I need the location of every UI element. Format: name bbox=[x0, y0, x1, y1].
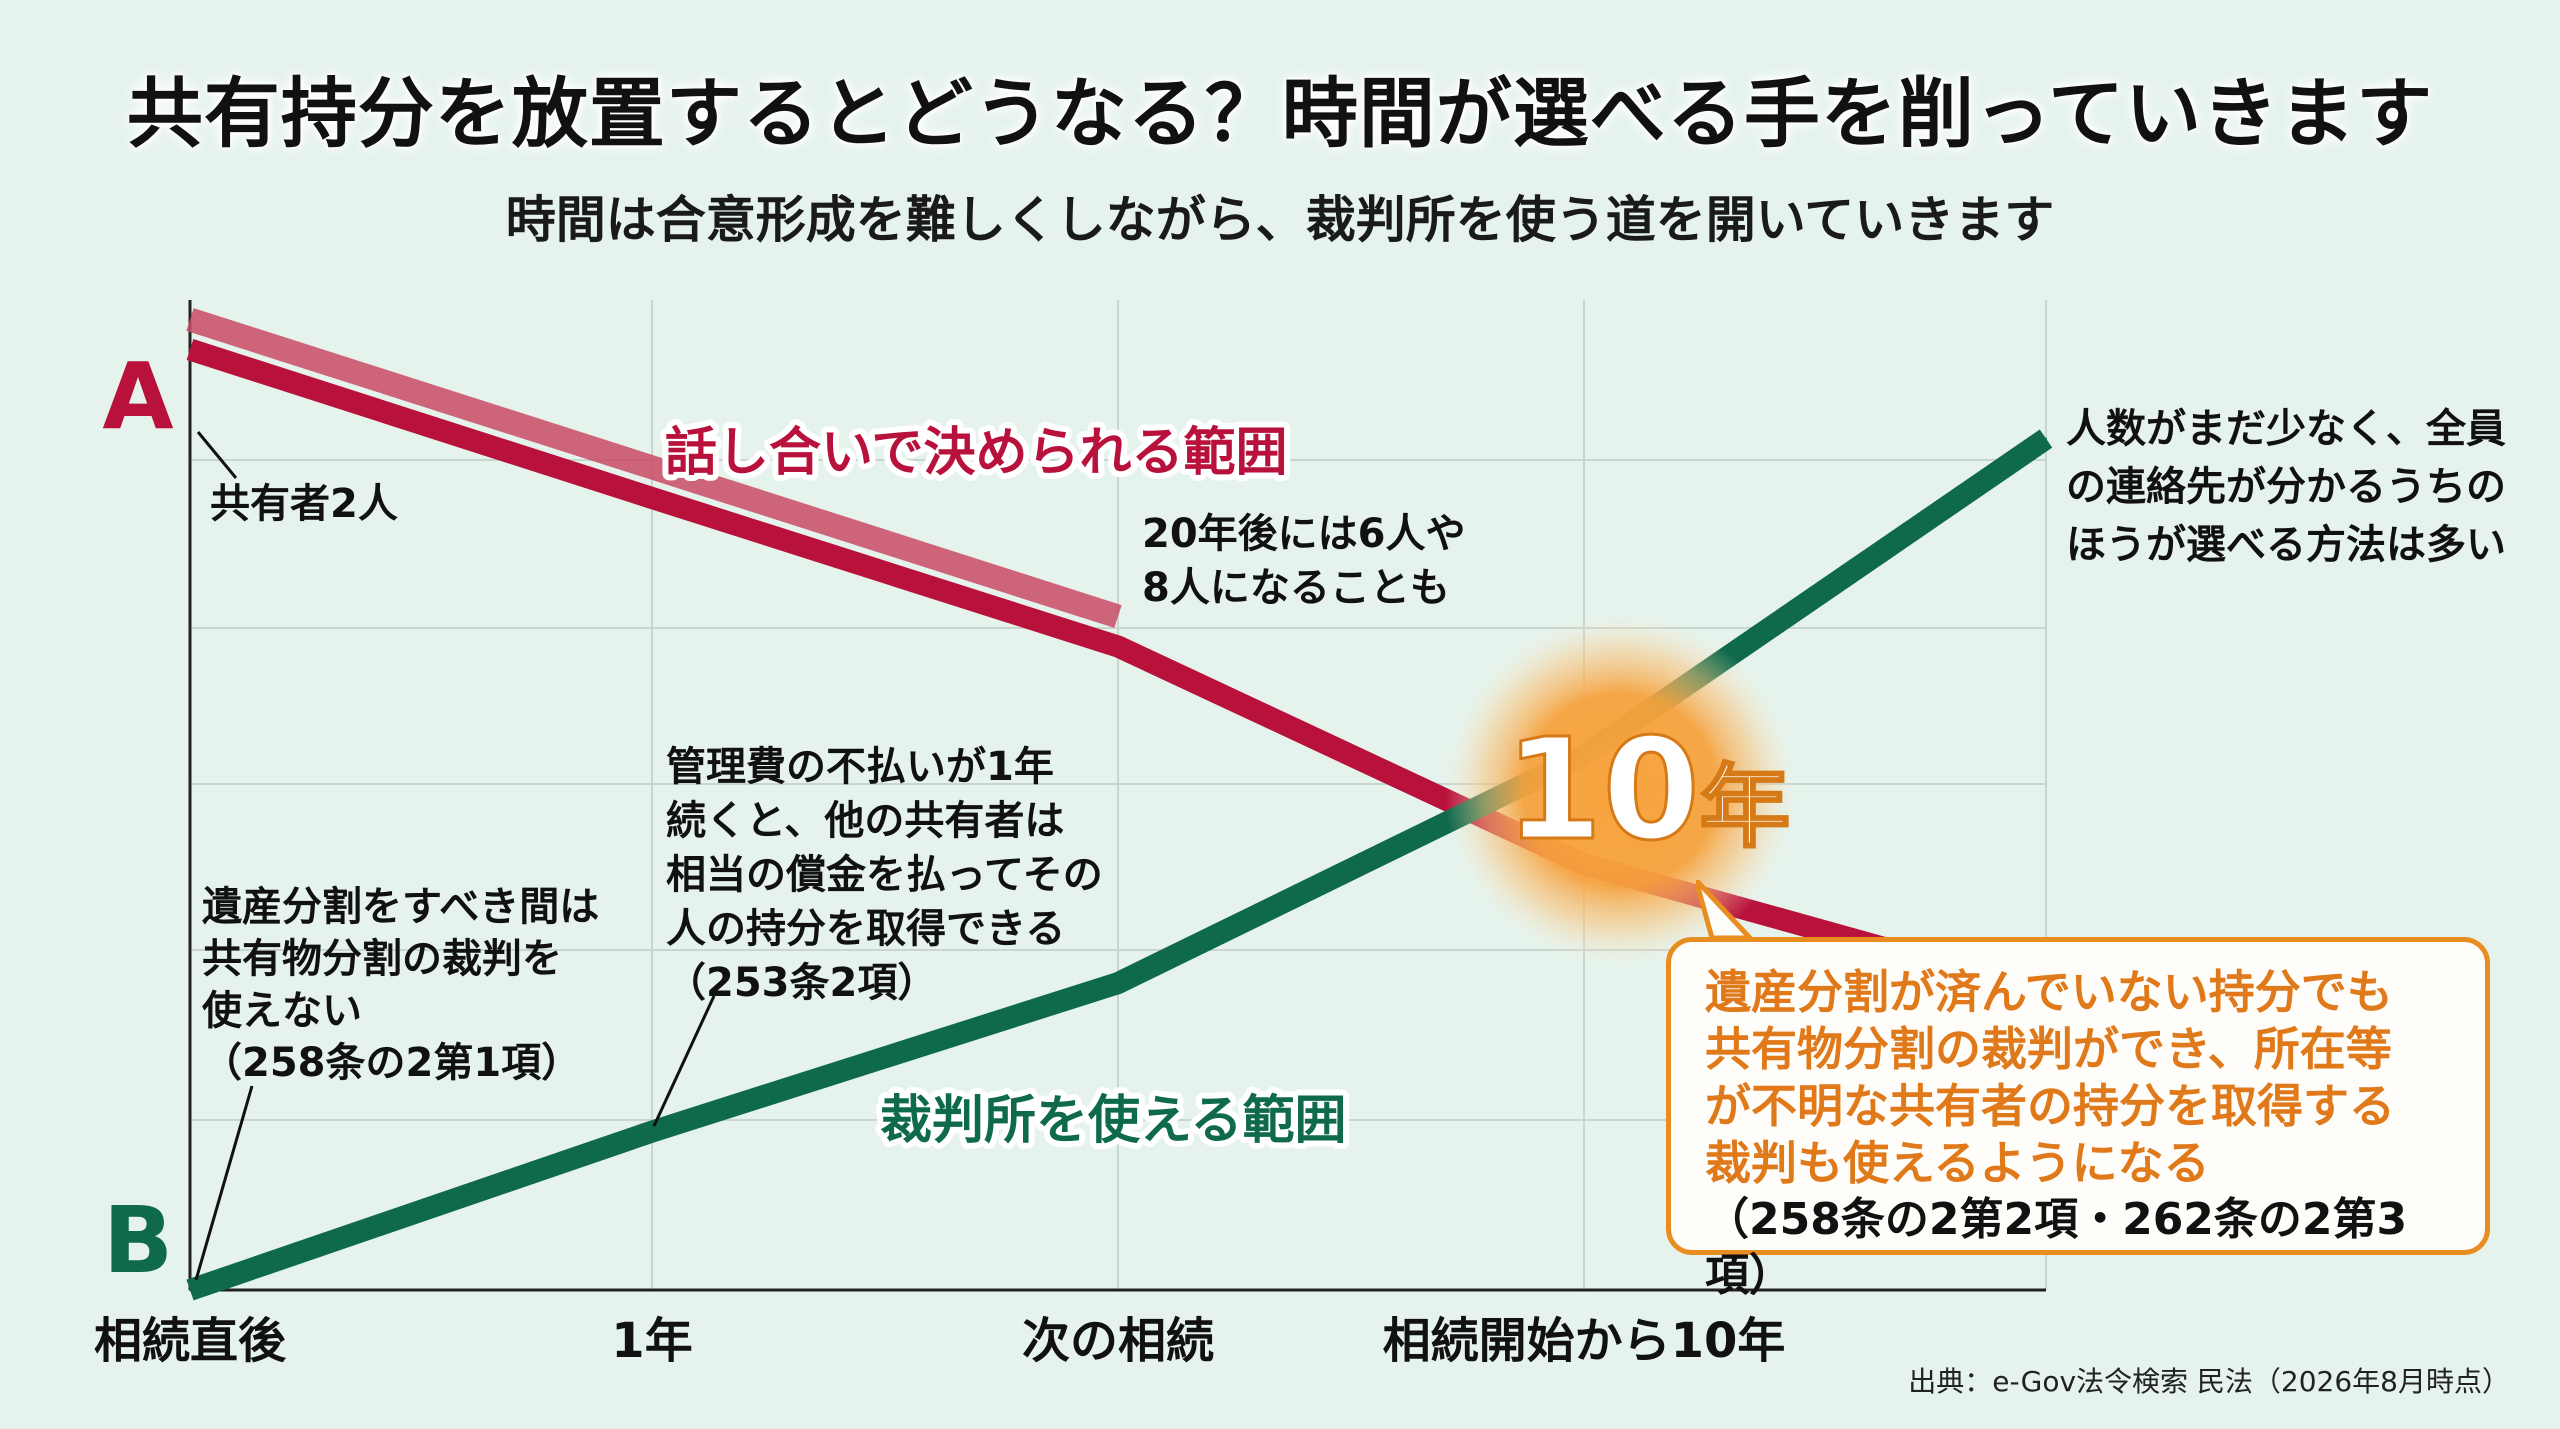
series-b-point bbox=[1117, 982, 1119, 985]
callout-line: 裁判も使えるようになる bbox=[1705, 1136, 2210, 1190]
x-tick-label: 相続直後 bbox=[94, 1313, 287, 1369]
x-tick-label: 1年 bbox=[611, 1313, 692, 1369]
annotation-b-mid: 管理費の不払いが1年 bbox=[666, 744, 1054, 790]
series-a-label-outline: 話し合いで決められる範囲 bbox=[665, 423, 1287, 483]
a-start-leader bbox=[196, 431, 238, 479]
annotation-b-start: 使えない bbox=[202, 988, 362, 1034]
series-a-label: 話し合いで決められる範囲 bbox=[665, 423, 1287, 483]
b-start-leader bbox=[194, 1085, 254, 1281]
annotation-a-start: 共有者2人 bbox=[210, 481, 398, 527]
b-mid-leader bbox=[652, 995, 716, 1127]
series-a-band bbox=[186, 308, 1122, 628]
series-b-label: 裁判所を使える範囲 bbox=[880, 1091, 1346, 1151]
series-a-name: A bbox=[102, 343, 173, 450]
annotation-b-mid: （253条2項） bbox=[666, 960, 937, 1006]
series-b-label-outline: 裁判所を使える範囲 bbox=[880, 1091, 1346, 1151]
series-a-point bbox=[1117, 645, 1119, 648]
x-tick-label: 次の相続 bbox=[1022, 1313, 1214, 1369]
series-a-point bbox=[189, 348, 191, 351]
page-title: 共有持分を放置するとどうなる？時間が選べる手を削っていきます bbox=[126, 69, 2434, 158]
highlight-glow bbox=[1445, 615, 1795, 965]
series-b-name: B bbox=[103, 1187, 173, 1294]
annotation-b-start: 共有物分割の裁判を bbox=[202, 936, 562, 982]
callout-box: 遺産分割が済んでいない持分でも 共有物分割の裁判ができ、所在等 が不明な共有者の… bbox=[1666, 937, 2490, 1301]
series-b-point bbox=[651, 1130, 653, 1133]
series-a-point bbox=[651, 497, 653, 499]
callout-line: 共有物分割の裁判ができ、所在等 bbox=[1705, 1022, 2392, 1076]
x-tick-label: 相続開始から10年 bbox=[1383, 1313, 1786, 1369]
annotation-b-start: （258条の2第1項） bbox=[202, 1040, 581, 1086]
series-b-point bbox=[189, 1289, 191, 1291]
source-note: 出典：e-Gov法令検索 民法（2026年8月時点） bbox=[1908, 1365, 2510, 1398]
annotation-a-end: 人数がまだ少なく、全員 bbox=[2066, 406, 2506, 452]
callout-line: 遺産分割が済んでいない持分でも bbox=[1705, 965, 2393, 1019]
annotation-a-end: の連絡先が分かるうちの bbox=[2066, 464, 2506, 510]
highlight-label: 10年 bbox=[1505, 709, 1790, 872]
annotation-b-start: 遺産分割をすべき間は bbox=[202, 884, 599, 930]
annotation-a-mid: 8人になることも bbox=[1142, 565, 1450, 611]
callout-line: が不明な共有者の持分を取得する bbox=[1705, 1079, 2395, 1133]
annotation-b-mid: 人の持分を取得できる bbox=[666, 906, 1065, 952]
callout-reference: （258条の2第2項・262条の2第3項） bbox=[1705, 1194, 2408, 1301]
annotation-b-mid: 相当の償金を払ってその bbox=[666, 852, 1103, 898]
annotation-a-mid: 20年後には6人や bbox=[1142, 511, 1466, 557]
page-subtitle: 時間は合意形成を難しくしながら、裁判所を使う道を開いていきます bbox=[505, 191, 2055, 249]
annotation-b-mid: 続くと、他の共有者は bbox=[666, 798, 1064, 844]
annotation-a-end: ほうが選べる方法は多い bbox=[2066, 522, 2506, 568]
series-b-point bbox=[2045, 437, 2047, 440]
